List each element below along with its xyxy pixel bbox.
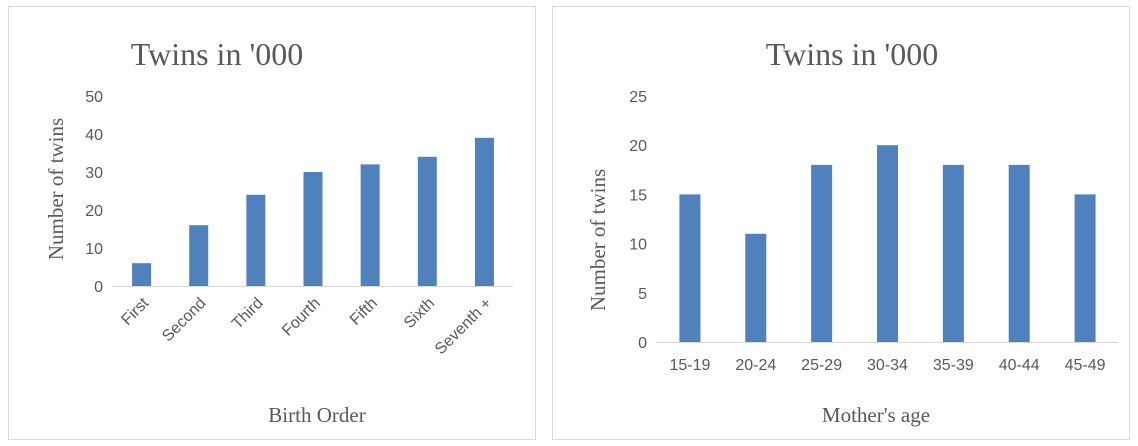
- bar-third: [246, 194, 266, 286]
- x-tick-label: 30-34: [867, 357, 908, 374]
- chart-mothers-age-svg: Twins in '000 Number of twins Mother's a…: [586, 36, 1118, 427]
- bar-seventh: [474, 137, 494, 286]
- chart-mothers-age: Twins in '000 Number of twins Mother's a…: [552, 6, 1130, 440]
- bar-35-39: [942, 164, 964, 342]
- y-tick-label: 10: [85, 241, 103, 258]
- y-tick-label: 40: [85, 127, 103, 144]
- bar-40-44: [1008, 164, 1030, 342]
- y-tick-label: 25: [629, 89, 647, 106]
- x-tick-label: Fifth: [347, 295, 381, 329]
- x-tick-label: 15-19: [669, 357, 710, 374]
- x-tick-label: 45-49: [1065, 357, 1106, 374]
- y-tick-label: 20: [85, 203, 103, 220]
- x-tick-label: 25-29: [801, 357, 842, 374]
- x-tick-label: First: [118, 294, 152, 328]
- y-tick-label: 0: [94, 279, 103, 296]
- y-tick-label: 15: [629, 187, 647, 204]
- x-tick-label: Fourth: [279, 295, 324, 340]
- y-tick-label: 10: [629, 237, 647, 254]
- bar-30-34: [877, 145, 898, 342]
- y-tick-label: 50: [85, 89, 103, 106]
- x-tick-label: 40-44: [999, 357, 1040, 374]
- bar-second: [189, 225, 209, 286]
- chart-birth-order-svg: Twins in '000 Number of twins Birth Orde…: [44, 36, 513, 427]
- chart-title: Twins in '000: [131, 36, 303, 72]
- x-tick-label: Sixth: [401, 295, 438, 332]
- y-tick-label: 0: [638, 335, 647, 352]
- bar-25-29: [811, 164, 833, 342]
- bar-20-24: [745, 233, 767, 342]
- x-tick-label: 20-24: [735, 357, 776, 374]
- x-tick-label: 35-39: [933, 357, 974, 374]
- y-tick-label: 30: [85, 165, 103, 182]
- x-tick-label: Third: [229, 295, 267, 333]
- bar-45-49: [1074, 194, 1096, 342]
- x-tick-label: Second: [159, 295, 209, 345]
- y-axis-label: Number of twins: [586, 169, 610, 311]
- chart-title: Twins in '000: [766, 36, 938, 72]
- plot-area: 0 5 10 15 20 25 15-19 20-24 25-29 30-34 35-39 40-44…: [629, 89, 1118, 374]
- bar-fourth: [303, 172, 323, 286]
- x-axis-label: Mother's age: [822, 403, 930, 427]
- chart-birth-order: Twins in '000 Number of twins Birth Orde…: [8, 6, 536, 440]
- bar-first: [132, 263, 152, 286]
- bar-fifth: [360, 164, 380, 286]
- y-tick-label: 20: [629, 138, 647, 155]
- y-axis-label: Number of twins: [44, 118, 68, 260]
- plot-area: 0 10 20 30 40 50 First Second Third Fourth Fifth Si…: [85, 89, 513, 358]
- x-axis-label: Birth Order: [268, 403, 365, 427]
- y-tick-label: 5: [638, 286, 647, 303]
- bar-15-19: [679, 194, 701, 342]
- bar-sixth: [417, 156, 437, 286]
- x-tick-label: Seventh +: [432, 295, 495, 358]
